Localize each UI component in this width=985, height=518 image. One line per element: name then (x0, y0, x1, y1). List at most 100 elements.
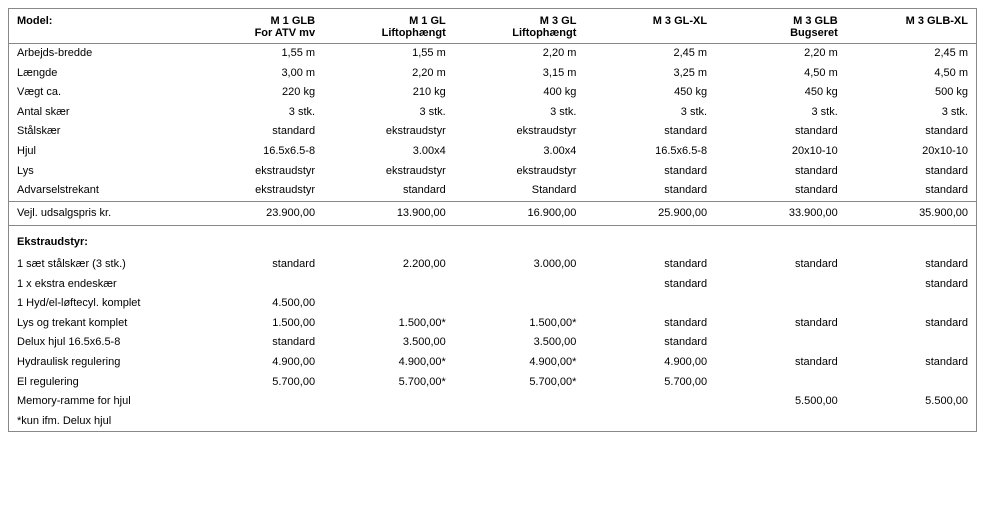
table-row: 1 x ekstra endeskærstandardstandard (9, 275, 977, 295)
table-row: *kun ifm. Delux hjul (9, 412, 977, 432)
table-row: Hjul16.5x6.5-83.00x43.00x416.5x6.5-820x1… (9, 142, 977, 162)
cell: standard (846, 314, 977, 334)
cell: standard (192, 255, 323, 275)
table-row: Stålskærstandardekstraudstyrekstraudstyr… (9, 122, 977, 142)
cell: standard (715, 255, 846, 275)
row-label: 1 Hyd/el-løftecyl. komplet (9, 294, 193, 314)
cell: 400 kg (454, 83, 585, 103)
cell: 3 stk. (584, 103, 715, 123)
table-row: Længde3,00 m2,20 m3,15 m3,25 m4,50 m4,50… (9, 64, 977, 84)
cell: 3,25 m (584, 64, 715, 84)
cell (584, 412, 715, 432)
cell (454, 226, 585, 255)
model-3: M 3 GL-XL (584, 9, 715, 44)
row-label: Ekstraudstyr: (9, 226, 193, 255)
cell: 23.900,00 (192, 201, 323, 226)
model-4: M 3 GLBBugseret (715, 9, 846, 44)
cell: standard (584, 162, 715, 182)
cell: ekstraudstyr (454, 122, 585, 142)
cell: standard (846, 162, 977, 182)
table-row: Vejl. udsalgspris kr.23.900,0013.900,001… (9, 201, 977, 226)
cell: 4.900,00* (454, 353, 585, 373)
cell: standard (584, 333, 715, 353)
cell: standard (846, 353, 977, 373)
cell: 5.700,00* (323, 373, 454, 393)
cell: 20x10-10 (715, 142, 846, 162)
cell (846, 333, 977, 353)
cell (715, 275, 846, 295)
cell (454, 412, 585, 432)
cell: 3.500,00 (323, 333, 454, 353)
table-row: Antal skær3 stk.3 stk.3 stk.3 stk.3 stk.… (9, 103, 977, 123)
cell (323, 226, 454, 255)
cell: 5.500,00 (846, 392, 977, 412)
header-row: Model: M 1 GLBFor ATV mv M 1 GLLiftophæn… (9, 9, 977, 44)
cell (584, 294, 715, 314)
cell: 1.500,00 (192, 314, 323, 334)
cell (584, 392, 715, 412)
cell: standard (323, 181, 454, 201)
cell: ekstraudstyr (454, 162, 585, 182)
cell: 2,45 m (846, 44, 977, 64)
cell: 3 stk. (846, 103, 977, 123)
cell: standard (192, 122, 323, 142)
cell (846, 294, 977, 314)
row-label: Stålskær (9, 122, 193, 142)
cell: 1,55 m (323, 44, 454, 64)
cell: Standard (454, 181, 585, 201)
table-row: 1 Hyd/el-løftecyl. komplet4.500,00 (9, 294, 977, 314)
cell: 3 stk. (715, 103, 846, 123)
table-body: Arbejds-bredde1,55 m1,55 m2,20 m2,45 m2,… (9, 44, 977, 432)
cell: 3,00 m (192, 64, 323, 84)
cell: 4.500,00 (192, 294, 323, 314)
cell: standard (584, 314, 715, 334)
cell: standard (584, 122, 715, 142)
row-label: Lys og trekant komplet (9, 314, 193, 334)
cell: standard (584, 255, 715, 275)
cell: 2,45 m (584, 44, 715, 64)
cell: 3,15 m (454, 64, 585, 84)
cell: standard (584, 181, 715, 201)
cell: 220 kg (192, 83, 323, 103)
cell (715, 373, 846, 393)
cell: 3 stk. (192, 103, 323, 123)
table-row: El regulering5.700,005.700,00*5.700,00*5… (9, 373, 977, 393)
cell (584, 226, 715, 255)
cell: 210 kg (323, 83, 454, 103)
row-label: Arbejds-bredde (9, 44, 193, 64)
cell: ekstraudstyr (323, 162, 454, 182)
cell: 3.000,00 (454, 255, 585, 275)
cell: 5.700,00 (584, 373, 715, 393)
cell (323, 275, 454, 295)
row-label: Hjul (9, 142, 193, 162)
cell: 3.00x4 (323, 142, 454, 162)
cell (323, 392, 454, 412)
cell: 25.900,00 (584, 201, 715, 226)
cell: 4.900,00 (584, 353, 715, 373)
cell: standard (715, 162, 846, 182)
table-row: Delux hjul 16.5x6.5-8standard3.500,003.5… (9, 333, 977, 353)
cell: 4.900,00* (323, 353, 454, 373)
table-row: Memory-ramme for hjul5.500,005.500,00 (9, 392, 977, 412)
cell: ekstraudstyr (323, 122, 454, 142)
row-label: Vejl. udsalgspris kr. (9, 201, 193, 226)
table-row: Ekstraudstyr: (9, 226, 977, 255)
cell (454, 392, 585, 412)
model-5: M 3 GLB-XL (846, 9, 977, 44)
cell: 2,20 m (715, 44, 846, 64)
cell: 3.500,00 (454, 333, 585, 353)
cell: 16.900,00 (454, 201, 585, 226)
cell: 35.900,00 (846, 201, 977, 226)
cell (715, 333, 846, 353)
table-row: AdvarselstrekantekstraudstyrstandardStan… (9, 181, 977, 201)
cell: 33.900,00 (715, 201, 846, 226)
row-label: Delux hjul 16.5x6.5-8 (9, 333, 193, 353)
model-1: M 1 GLLiftophængt (323, 9, 454, 44)
row-label: Hydraulisk regulering (9, 353, 193, 373)
row-label: Memory-ramme for hjul (9, 392, 193, 412)
cell: 4,50 m (715, 64, 846, 84)
cell: 1,55 m (192, 44, 323, 64)
cell: standard (715, 314, 846, 334)
cell (846, 373, 977, 393)
model-0: M 1 GLBFor ATV mv (192, 9, 323, 44)
